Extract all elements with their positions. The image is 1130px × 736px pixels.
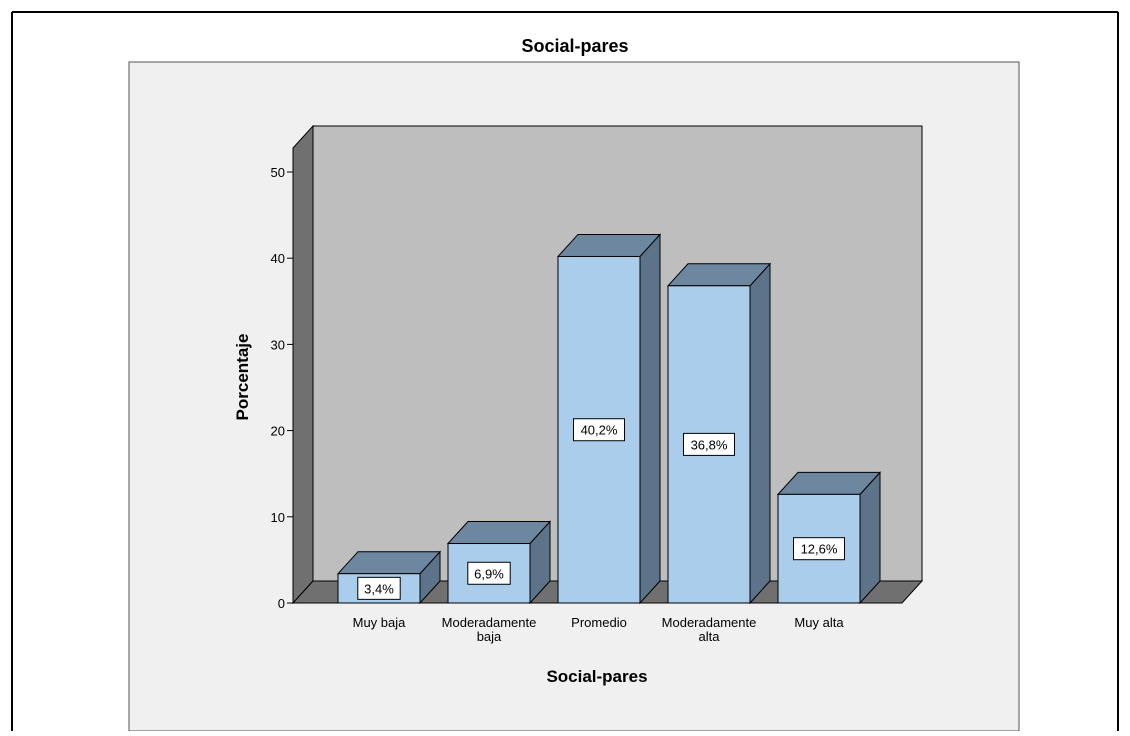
- data-label-box: [467, 561, 511, 585]
- data-label-box: [573, 418, 625, 442]
- x-axis-label: Social-pares: [546, 667, 647, 686]
- x-tick-label: Moderadamente baja: [442, 615, 537, 644]
- data-label: 3,4%: [364, 581, 394, 596]
- bar-side: [749, 262, 771, 605]
- data-label: 36,8%: [691, 437, 728, 452]
- x-axis-tick-labels: Muy baja Moderadamente baja Promedio Moderad…: [353, 615, 845, 644]
- y-tick-label: 30: [271, 337, 285, 352]
- bars: 3,4% 6,9% 40,2% 36,8% 12,6%: [336, 233, 882, 605]
- y-tick-label: 0: [278, 596, 285, 611]
- bar: 40,2%: [556, 233, 662, 605]
- data-label-box: [357, 576, 401, 600]
- bar: 3,4%: [336, 550, 442, 605]
- data-label: 6,9%: [474, 566, 504, 581]
- chart-title: Social-pares: [521, 36, 628, 56]
- bar: 36,8%: [666, 262, 772, 605]
- data-label-box: [793, 537, 845, 561]
- y-axis: 0 10 20 30 40 50: [271, 165, 293, 611]
- x-tick-label: Muy baja: [353, 615, 407, 630]
- y-axis-label: Porcentaje: [233, 334, 252, 421]
- bar-side: [639, 233, 661, 605]
- y-tick-label: 40: [271, 251, 285, 266]
- side-wall: [292, 124, 314, 605]
- y-tick-label: 20: [271, 424, 285, 439]
- x-tick-label: Muy alta: [794, 615, 844, 630]
- bar: 6,9%: [446, 520, 552, 605]
- y-tick-label: 50: [271, 165, 285, 180]
- y-tick-label: 10: [271, 510, 285, 525]
- data-label: 12,6%: [801, 542, 838, 557]
- x-tick-label: Moderadamente alta: [662, 615, 757, 644]
- x-tick-label: Promedio: [571, 615, 627, 630]
- data-label: 40,2%: [581, 423, 618, 438]
- bar-side: [859, 471, 881, 605]
- data-label-box: [683, 432, 735, 456]
- bar: 12,6%: [776, 471, 882, 605]
